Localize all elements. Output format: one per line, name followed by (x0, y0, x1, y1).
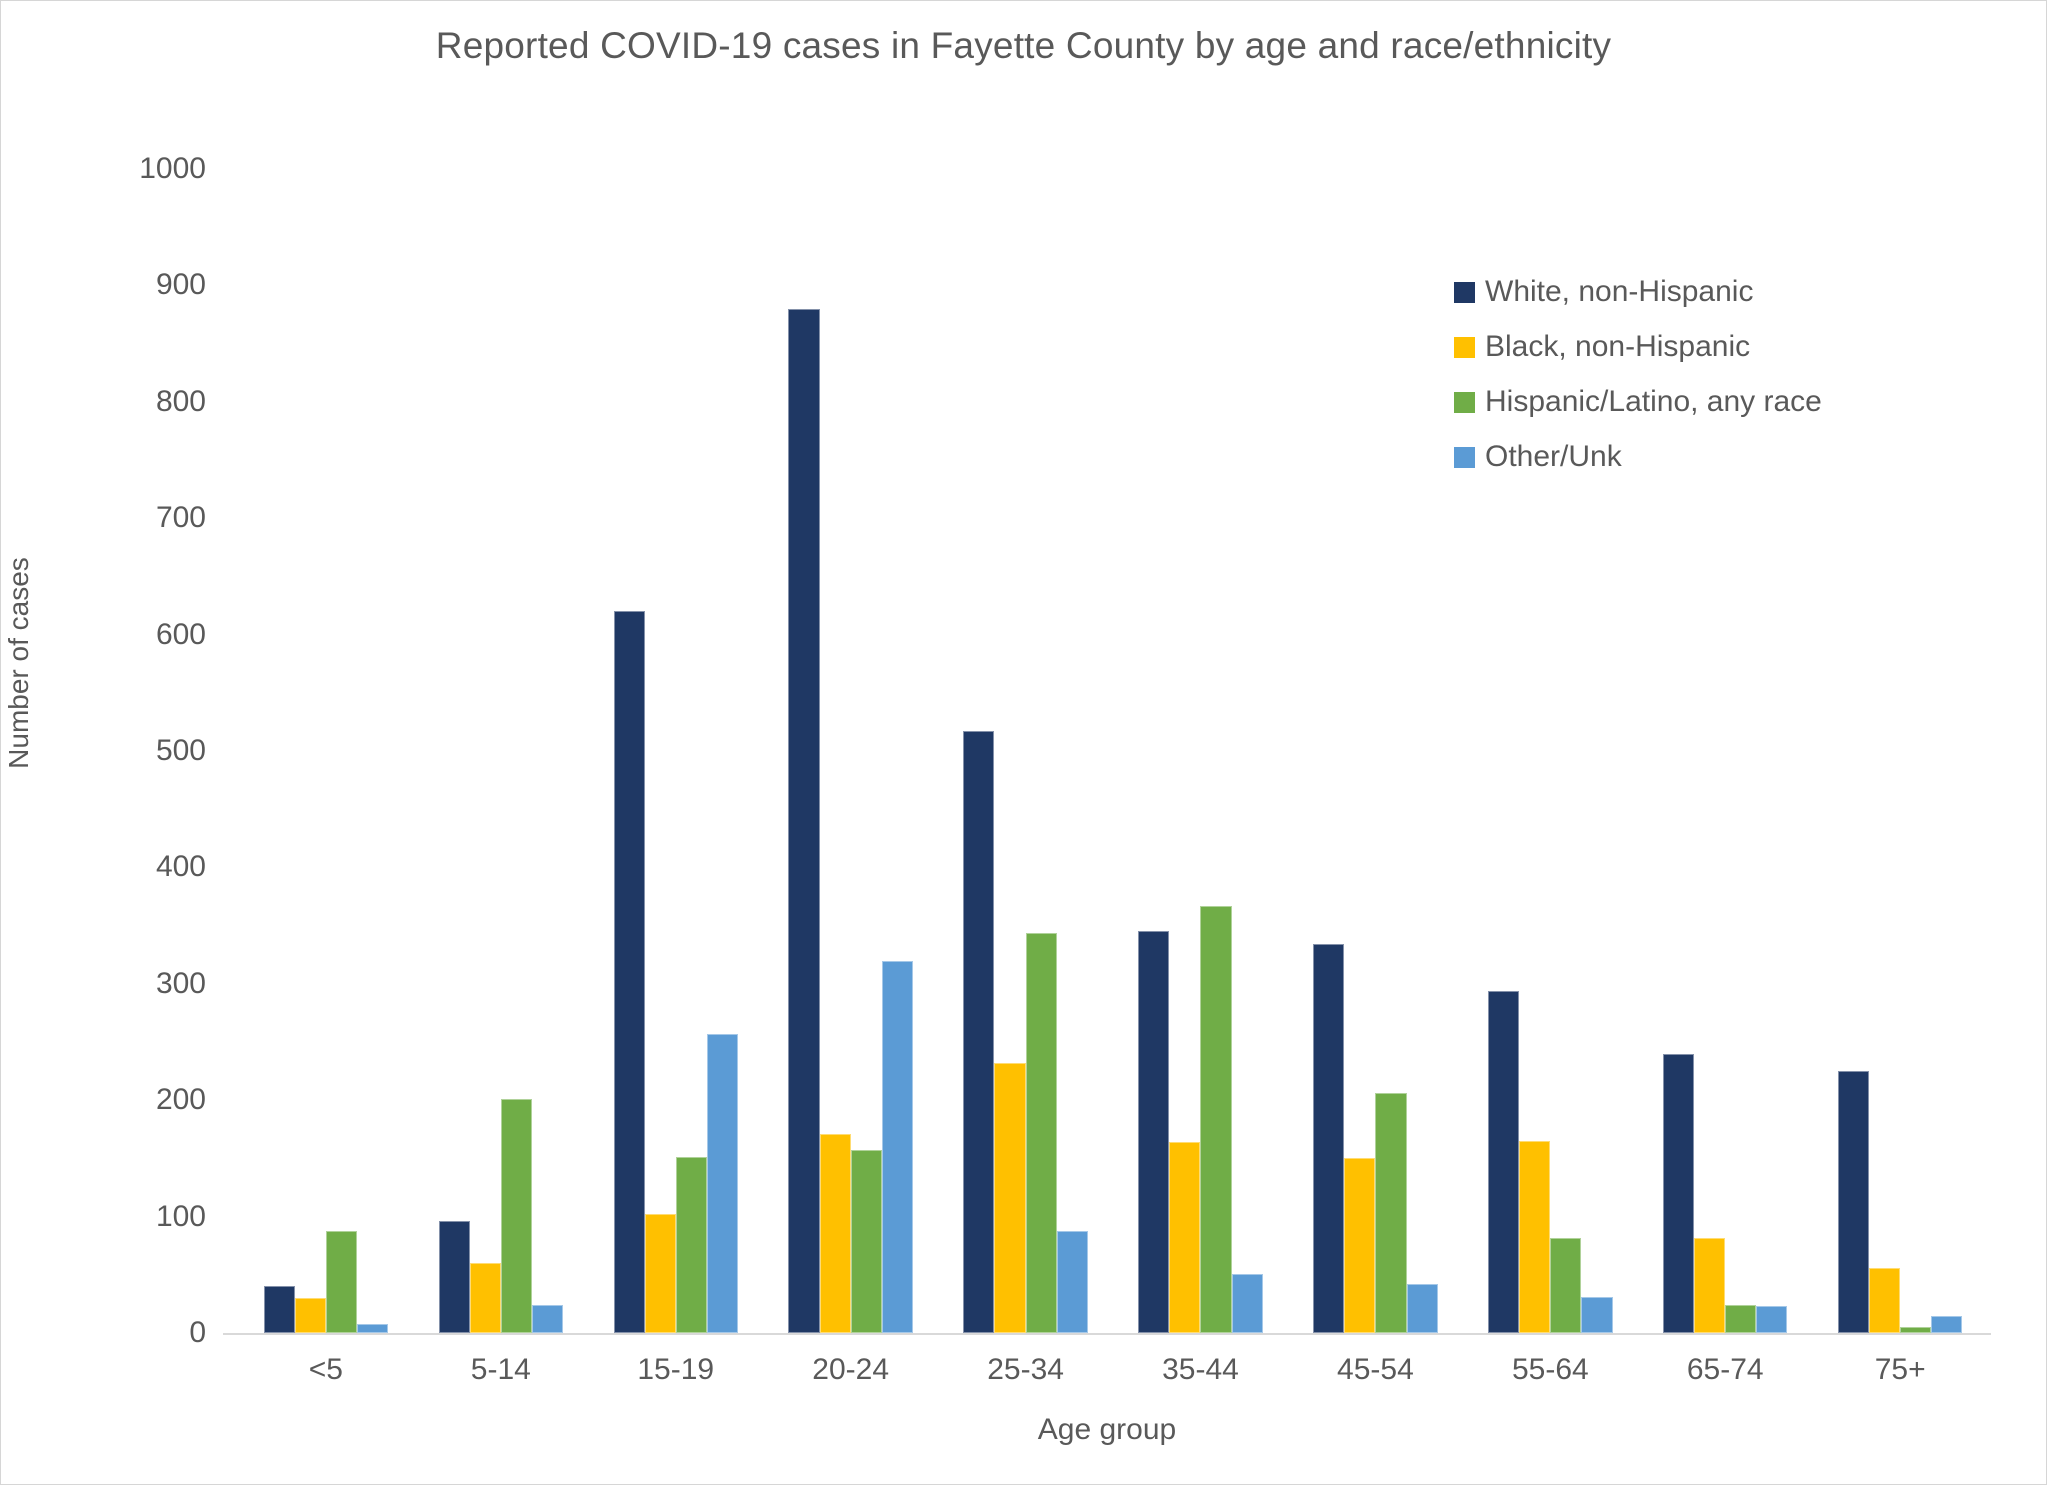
bar-Other/Unk-20-24 (881, 961, 913, 1333)
y-tick-label: 1000 (139, 152, 206, 185)
legend-swatch-icon (1454, 336, 1475, 358)
y-tick-label: 500 (155, 734, 206, 767)
bar-White, non-Hispanic-<5 (263, 1286, 295, 1333)
bar-Hispanic/Latino, any race-<5 (325, 1231, 357, 1333)
bar-group-15-19 (613, 169, 738, 1333)
bar-White, non-Hispanic-25-34 (963, 731, 995, 1333)
x-tick-label: 75+ (1874, 1353, 1926, 1386)
bar-Other/Unk-45-54 (1406, 1284, 1438, 1333)
legend: White, non-Hispanic Black, non-Hispanic Hi… (1454, 275, 1822, 473)
bar-group-5-14 (438, 169, 563, 1333)
bar-White, non-Hispanic-35-44 (1138, 931, 1170, 1333)
bar-White, non-Hispanic-45-54 (1313, 944, 1345, 1333)
x-tick-label: 65-74 (1686, 1353, 1764, 1386)
x-tick-label: 5-14 (470, 1353, 531, 1386)
bar-Black, non-Hispanic-15-19 (644, 1214, 676, 1333)
bar-Other/Unk-35-44 (1231, 1274, 1263, 1333)
bar-White, non-Hispanic-75+ (1837, 1071, 1870, 1333)
bar-White, non-Hispanic-20-24 (788, 309, 820, 1333)
bar-Hispanic/Latino, any race-15-19 (675, 1157, 707, 1333)
bar-group-25-34 (963, 169, 1088, 1333)
x-tick-label: 20-24 (812, 1353, 890, 1386)
bar-Hispanic/Latino, any race-45-54 (1375, 1093, 1407, 1333)
y-axis-label: Number of cases (3, 557, 34, 769)
legend-swatch-icon (1454, 446, 1475, 468)
bar-Other/Unk-25-34 (1056, 1231, 1088, 1333)
legend-item: White, non-Hispanic (1454, 275, 1822, 308)
legend-label: Other/Unk (1485, 440, 1622, 473)
y-tick-label: 300 (155, 966, 206, 1000)
chart-title: Reported COVID-19 cases in Fayette Count… (435, 25, 1612, 66)
x-axis-line (223, 1333, 1991, 1335)
bar-Hispanic/Latino, any race-55-64 (1550, 1238, 1582, 1333)
legend-label: Hispanic/Latino, any race (1485, 385, 1822, 418)
y-tick-label: 400 (155, 850, 206, 884)
x-axis-label: Age group (1037, 1413, 1177, 1446)
bar-Other/Unk-<5 (356, 1324, 389, 1333)
x-tick-label: 35-44 (1162, 1353, 1239, 1386)
bar-Black, non-Hispanic-20-24 (819, 1134, 851, 1333)
bar-Hispanic/Latino, any race-35-44 (1200, 906, 1232, 1333)
bar-White, non-Hispanic-5-14 (438, 1221, 470, 1333)
bar-White, non-Hispanic-15-19 (613, 611, 645, 1333)
bar-Hispanic/Latino, any race-65-74 (1725, 1305, 1757, 1333)
legend-label: Black, non-Hispanic (1485, 330, 1751, 363)
y-tick-label: 900 (155, 268, 206, 302)
bar-Hispanic/Latino, any race-5-14 (500, 1099, 532, 1333)
legend-item: Other/Unk (1454, 440, 1822, 473)
bar-Hispanic/Latino, any race-25-34 (1025, 933, 1057, 1333)
bar-Black, non-Hispanic-35-44 (1169, 1142, 1201, 1333)
x-tick-label: 15-19 (637, 1353, 715, 1386)
bar-Black, non-Hispanic-65-74 (1694, 1238, 1726, 1333)
bar-Hispanic/Latino, any race-75+ (1900, 1327, 1932, 1333)
bar-Black, non-Hispanic-25-34 (994, 1063, 1026, 1333)
bar-Other/Unk-5-14 (531, 1305, 563, 1333)
x-tick-label: <5 (308, 1353, 343, 1386)
bar-Hispanic/Latino, any race-20-24 (850, 1150, 882, 1333)
x-tick-label: 45-54 (1337, 1353, 1414, 1386)
bar-group-35-44 (1138, 169, 1263, 1333)
bar-Black, non-Hispanic-45-54 (1344, 1158, 1376, 1333)
legend-swatch-icon (1454, 281, 1475, 303)
y-tick-label: 200 (155, 1083, 206, 1117)
legend-swatch-icon (1454, 391, 1475, 413)
bar-White, non-Hispanic-55-64 (1488, 991, 1520, 1333)
bar-group-65-74 (1663, 169, 1788, 1333)
bar-group-<5 (263, 169, 389, 1333)
bar-Other/Unk-75+ (1931, 1316, 1963, 1333)
bar-Black, non-Hispanic-55-64 (1519, 1141, 1551, 1333)
y-tick-label: 0 (189, 1316, 206, 1349)
bar-Other/Unk-55-64 (1581, 1297, 1613, 1333)
y-tick-label: 800 (155, 384, 206, 418)
bar-Black, non-Hispanic-<5 (294, 1298, 326, 1333)
x-tick-label: 55-64 (1511, 1353, 1589, 1386)
bar-Other/Unk-65-74 (1756, 1306, 1788, 1333)
legend-label: White, non-Hispanic (1485, 275, 1754, 308)
bar-group-45-54 (1313, 169, 1438, 1333)
bar-group-75+ (1837, 169, 1963, 1333)
legend-item: Hispanic/Latino, any race (1454, 385, 1822, 418)
plot-area (223, 169, 1991, 1333)
x-tick-label: 25-34 (987, 1353, 1064, 1386)
y-tick-label: 600 (155, 617, 206, 651)
bar-Other/Unk-15-19 (706, 1034, 738, 1333)
y-tick-label: 700 (155, 501, 206, 535)
bar-group-20-24 (788, 169, 913, 1333)
bar-group-55-64 (1488, 169, 1613, 1333)
legend-item: Black, non-Hispanic (1454, 330, 1822, 363)
bar-Black, non-Hispanic-5-14 (469, 1263, 501, 1333)
bar-Black, non-Hispanic-75+ (1869, 1268, 1901, 1333)
bar-White, non-Hispanic-65-74 (1663, 1054, 1695, 1333)
y-tick-label: 100 (155, 1199, 206, 1233)
